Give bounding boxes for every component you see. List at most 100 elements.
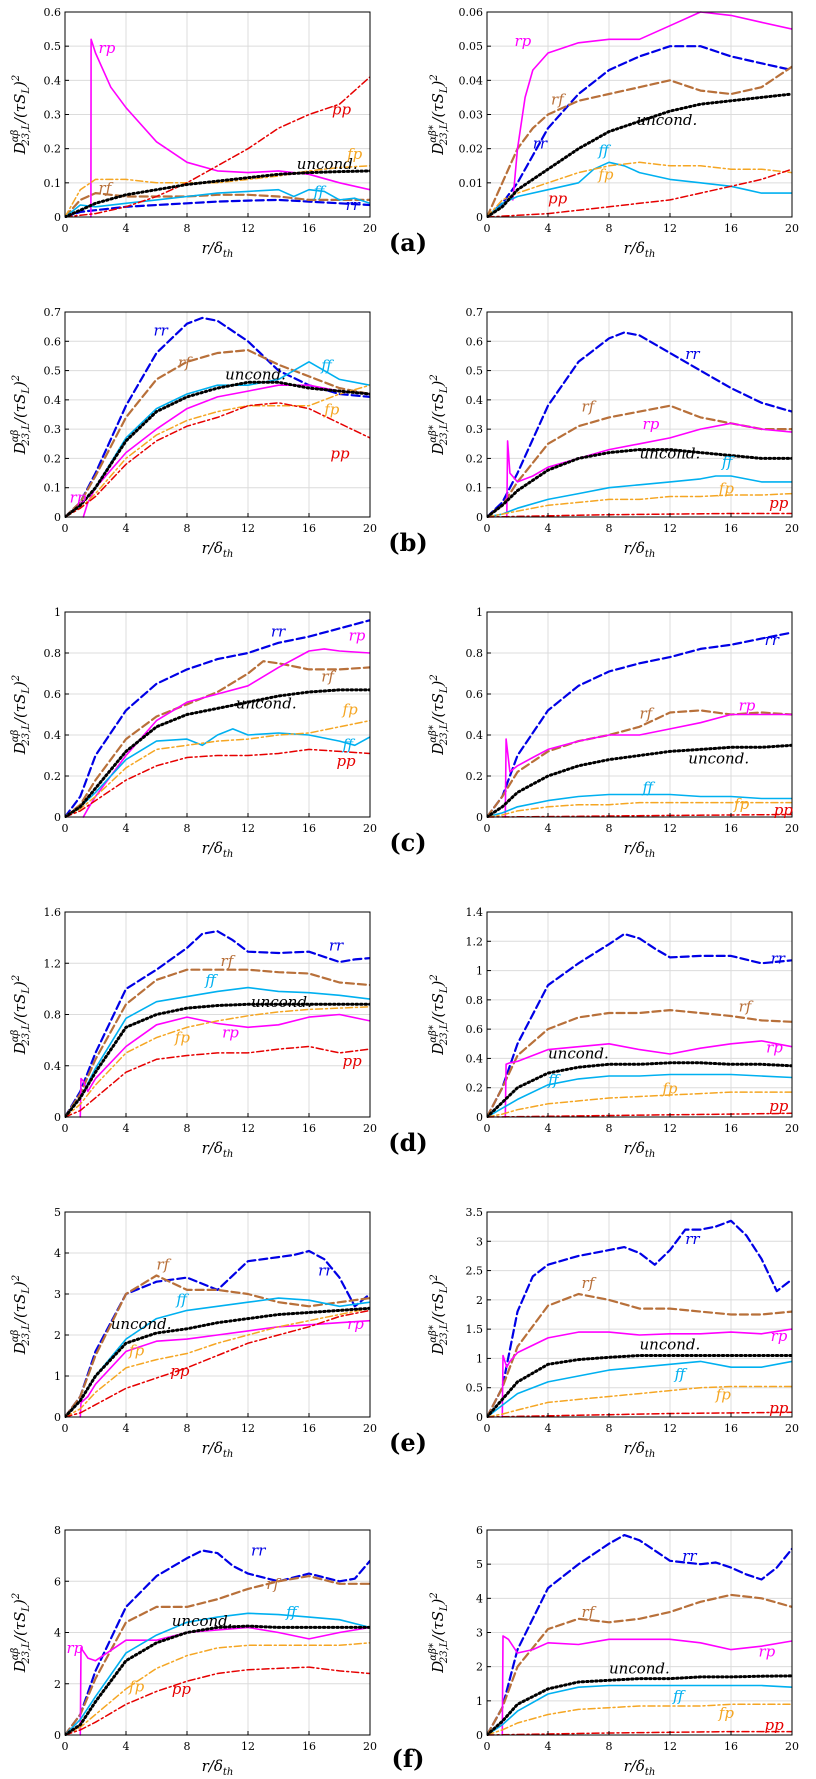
curve-label-fp: fp xyxy=(128,1677,145,1695)
x-axis-label: r/δth xyxy=(624,1757,656,1778)
y-tick-label: 0.2 xyxy=(466,1082,484,1095)
y-tick-label: 0 xyxy=(476,811,483,824)
curve-label-fp: fp xyxy=(174,1029,191,1047)
row-label-e: (e) xyxy=(389,1428,427,1457)
x-tick-label: 12 xyxy=(241,1122,255,1135)
curve-label-pp: pp xyxy=(774,801,794,819)
series-line-ff xyxy=(65,188,370,218)
x-tick-label: 16 xyxy=(724,1422,738,1435)
curve-label-rp: rp xyxy=(514,32,531,50)
y-tick-label: 4 xyxy=(476,1592,483,1605)
y-tick-label: 0.4 xyxy=(466,394,484,407)
y-tick-label: 1 xyxy=(476,1352,483,1365)
row-label-c: (c) xyxy=(389,828,426,857)
curve-label-rr: rr xyxy=(329,936,344,954)
curve-label-pp: pp xyxy=(336,752,356,770)
y-tick-label: 0.6 xyxy=(466,335,484,348)
series-line-uncond xyxy=(487,1354,792,1418)
x-tick-label: 16 xyxy=(724,822,738,835)
x-tick-label: 8 xyxy=(606,1122,613,1135)
series-line-uncond xyxy=(65,169,370,218)
x-tick-label: 0 xyxy=(62,522,69,535)
series-line-pp xyxy=(65,1309,370,1418)
series-line-rr xyxy=(65,1249,370,1418)
series-line-pp xyxy=(487,168,792,218)
x-tick-label: 0 xyxy=(484,1740,491,1753)
x-tick-label: 12 xyxy=(663,222,677,235)
y-tick-label: 0.4 xyxy=(44,1060,62,1073)
y-tick-label: 1 xyxy=(476,1695,483,1708)
x-tick-label: 8 xyxy=(184,222,191,235)
curve-label-fp: fp xyxy=(718,1704,735,1722)
y-tick-label: 0 xyxy=(476,1111,483,1124)
x-axis-label: r/δth xyxy=(202,1757,234,1778)
series-line-rp xyxy=(505,422,792,518)
curve-label-fp: fp xyxy=(342,701,359,719)
y-axis-label: Dαβ23,L/(τSL)2 xyxy=(10,975,32,1055)
y-tick-label: 0 xyxy=(476,1411,483,1424)
series-line-rp xyxy=(79,1013,370,1118)
x-tick-label: 12 xyxy=(663,522,677,535)
series-line-fp xyxy=(65,719,370,818)
y-tick-label: 1.2 xyxy=(466,935,484,948)
series-line-rp xyxy=(512,11,792,201)
x-tick-label: 16 xyxy=(302,1740,316,1753)
y-tick-label: 1 xyxy=(476,965,483,978)
y-tick-label: 3 xyxy=(476,1235,483,1248)
x-tick-label: 8 xyxy=(184,1122,191,1135)
y-tick-label: 1.4 xyxy=(466,906,484,919)
series-line-ff xyxy=(487,161,792,218)
curve-label-pp: pp xyxy=(769,494,789,512)
series-line-rf xyxy=(65,192,370,218)
series-line-rp xyxy=(501,1328,792,1418)
y-tick-label: 0.4 xyxy=(466,1052,484,1065)
curve-label-uncond: uncond. xyxy=(640,1336,701,1354)
series-line-uncond xyxy=(487,92,792,218)
series-line-uncond xyxy=(487,743,792,818)
curve-label-rf: rf xyxy=(99,179,114,197)
series-line-rp xyxy=(501,1635,792,1736)
x-tick-label: 4 xyxy=(545,1422,552,1435)
y-tick-label: 3.5 xyxy=(466,1206,484,1219)
y-tick-label: 8 xyxy=(54,1524,61,1537)
curve-label-fp: fp xyxy=(661,1080,678,1098)
series-line-rr xyxy=(487,631,792,818)
y-tick-label: 0.5 xyxy=(44,40,62,53)
x-tick-label: 20 xyxy=(363,822,377,835)
series-line-fp xyxy=(487,801,792,818)
y-tick-label: 4 xyxy=(54,1247,61,1260)
y-tick-label: 0.3 xyxy=(44,423,62,436)
axes-frame xyxy=(64,1211,371,1418)
series-line-rf xyxy=(487,1292,792,1418)
y-axis-label: Dαβ*23,L/(τSL)2 xyxy=(428,74,450,155)
curve-label-pp: pp xyxy=(343,1052,363,1070)
curve-label-uncond: uncond. xyxy=(688,750,749,768)
y-tick-label: 3 xyxy=(476,1627,483,1640)
x-tick-label: 16 xyxy=(724,1122,738,1135)
x-tick-label: 4 xyxy=(545,1740,552,1753)
series-line-uncond xyxy=(65,1624,370,1736)
curve-label-ff: ff xyxy=(547,1071,561,1089)
curve-label-pp: pp xyxy=(765,1716,785,1734)
x-axis-label: r/δth xyxy=(624,539,656,560)
series-group xyxy=(65,38,370,218)
x-tick-label: 8 xyxy=(606,1740,613,1753)
panel-d-right: 0 4 8 12 16 20 0 0.2 0.4 0.6 0.8 1 1.2 1.4 rr rf rp uncon… xyxy=(428,906,799,1160)
series-line-rf xyxy=(65,660,370,818)
x-tick-label: 12 xyxy=(241,1422,255,1435)
curve-label-fp: fp xyxy=(718,480,735,498)
series-line-fp xyxy=(65,1307,370,1418)
curve-label-rp: rp xyxy=(222,1024,239,1042)
y-tick-label: 0 xyxy=(54,211,61,224)
x-tick-label: 16 xyxy=(302,822,316,835)
x-tick-label: 12 xyxy=(663,1740,677,1753)
y-tick-label: 0.6 xyxy=(44,335,62,348)
y-tick-label: 0 xyxy=(54,511,61,524)
series-line-rr xyxy=(487,932,792,1118)
axes-frame xyxy=(64,611,371,818)
y-tick-label: 0.2 xyxy=(44,452,62,465)
y-tick-label: 0 xyxy=(54,1411,61,1424)
y-tick-label: 0.6 xyxy=(466,1023,484,1036)
curve-label-rr: rr xyxy=(533,135,548,153)
plot-area xyxy=(65,312,370,517)
